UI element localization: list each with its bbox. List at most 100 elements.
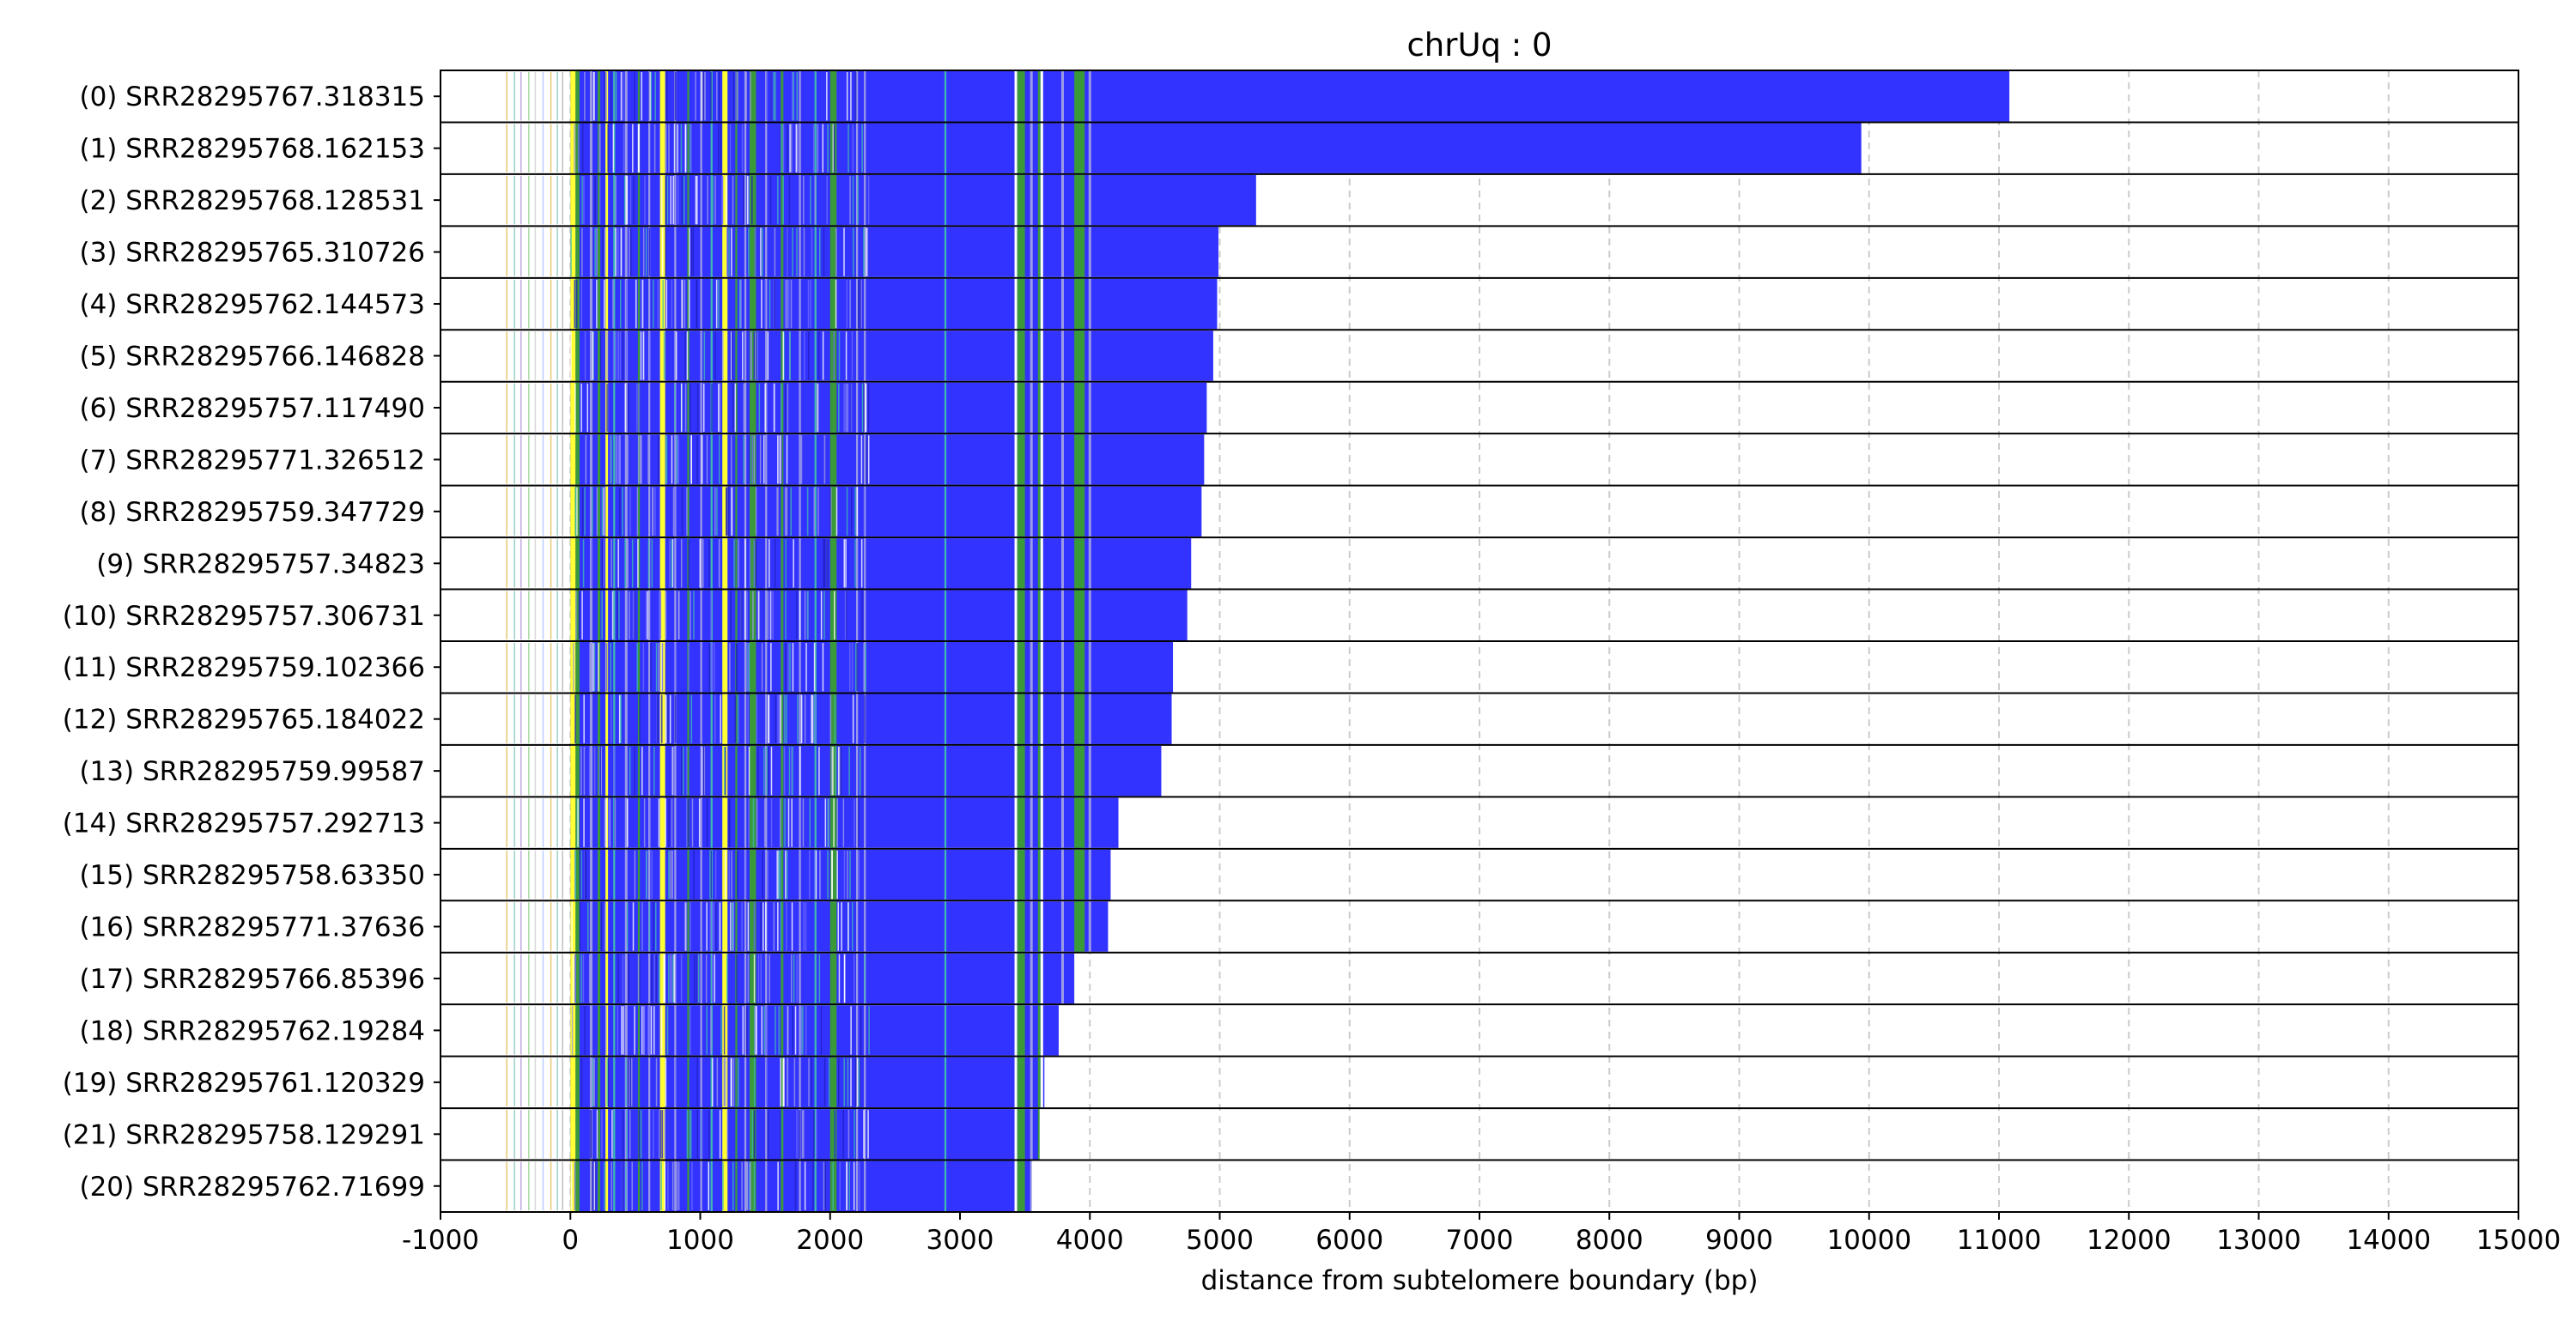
read-band — [864, 797, 866, 848]
read-band — [765, 745, 768, 797]
read-band — [1060, 538, 1064, 589]
read-band — [1074, 901, 1085, 952]
read-band — [781, 174, 784, 226]
read-band — [1017, 486, 1025, 537]
read-band — [575, 278, 580, 330]
read-gap — [1040, 953, 1043, 1004]
x-tick-label: 10000 — [1826, 1225, 1911, 1256]
read-band — [575, 434, 580, 485]
read-band — [1017, 278, 1025, 330]
read-gap — [1040, 590, 1043, 640]
read-band — [1074, 486, 1085, 537]
read-band — [659, 797, 665, 848]
read-row — [440, 797, 2518, 850]
read-band — [570, 434, 576, 485]
read-band — [598, 797, 601, 848]
read-band — [598, 953, 601, 1004]
read-band — [944, 901, 947, 952]
read-band — [829, 1109, 837, 1160]
read-band — [735, 694, 738, 744]
read-band — [1017, 953, 1025, 1004]
read-band — [613, 901, 616, 952]
read-band — [735, 590, 738, 640]
read-band — [624, 123, 628, 173]
read-gap — [1014, 953, 1018, 1004]
read-band — [781, 486, 784, 537]
read-gap — [1014, 538, 1018, 589]
read-gap — [1040, 330, 1043, 381]
read-band — [722, 486, 728, 537]
read-band — [700, 849, 702, 900]
read-band — [864, 123, 866, 173]
read-band — [735, 123, 738, 173]
read-band — [856, 1160, 859, 1211]
read-band — [1030, 278, 1033, 330]
read-band — [637, 745, 641, 797]
read-bar — [570, 1057, 1045, 1108]
read-gap — [1014, 745, 1018, 797]
read-band — [1030, 849, 1033, 900]
read-band — [637, 227, 641, 277]
read-band — [700, 486, 702, 537]
read-band — [605, 123, 609, 173]
read-row — [440, 278, 2518, 331]
read-band — [570, 123, 576, 173]
read-band — [829, 1005, 837, 1056]
read-band — [589, 745, 592, 797]
read-band — [722, 1057, 728, 1108]
read-gap — [1014, 486, 1018, 537]
read-band — [856, 590, 859, 640]
read-band — [700, 953, 702, 1004]
read-band — [687, 1109, 690, 1160]
read-band — [722, 71, 728, 122]
read-band — [765, 434, 768, 485]
read-row — [440, 953, 2518, 1006]
read-band — [575, 71, 580, 122]
read-band — [944, 642, 947, 693]
read-band — [944, 797, 947, 848]
read-band — [1060, 330, 1064, 381]
read-gap — [1040, 227, 1043, 277]
read-label: (7) SRR28295771.326512 — [79, 445, 425, 476]
read-band — [1060, 642, 1064, 693]
read-band — [605, 434, 609, 485]
read-bar — [570, 538, 1192, 589]
read-band — [605, 1005, 609, 1056]
read-band — [674, 538, 677, 589]
read-band — [856, 953, 859, 1004]
read-band — [864, 538, 866, 589]
x-tick-label: 2000 — [796, 1225, 864, 1256]
read-band — [570, 538, 576, 589]
read-band — [598, 278, 601, 330]
read-band — [856, 745, 859, 797]
read-band — [1060, 849, 1064, 900]
read-band — [944, 71, 947, 122]
read-band — [589, 642, 592, 693]
read-band — [613, 797, 616, 848]
x-tick-label: 7000 — [1446, 1225, 1514, 1256]
read-label: (8) SRR28295759.347729 — [79, 497, 425, 528]
read-band — [944, 1160, 947, 1211]
read-band — [659, 901, 665, 952]
read-band — [1088, 123, 1091, 173]
read-band — [570, 797, 576, 848]
read-gap — [1040, 745, 1043, 797]
read-band — [744, 123, 747, 173]
read-band — [613, 694, 616, 744]
read-band — [814, 227, 817, 277]
read-gap — [1040, 71, 1043, 122]
read-band — [944, 745, 947, 797]
read-band — [722, 538, 728, 589]
read-band — [624, 227, 628, 277]
read-band — [700, 330, 702, 381]
read-band — [722, 901, 728, 952]
read-label: (14) SRR28295757.292713 — [63, 809, 425, 839]
read-band — [735, 486, 738, 537]
read-band — [944, 486, 947, 537]
read-band — [1060, 123, 1064, 173]
read-band — [687, 590, 690, 640]
read-band — [749, 1005, 756, 1056]
read-gap — [1014, 227, 1018, 277]
read-band — [944, 382, 947, 433]
read-bar — [570, 953, 1075, 1004]
